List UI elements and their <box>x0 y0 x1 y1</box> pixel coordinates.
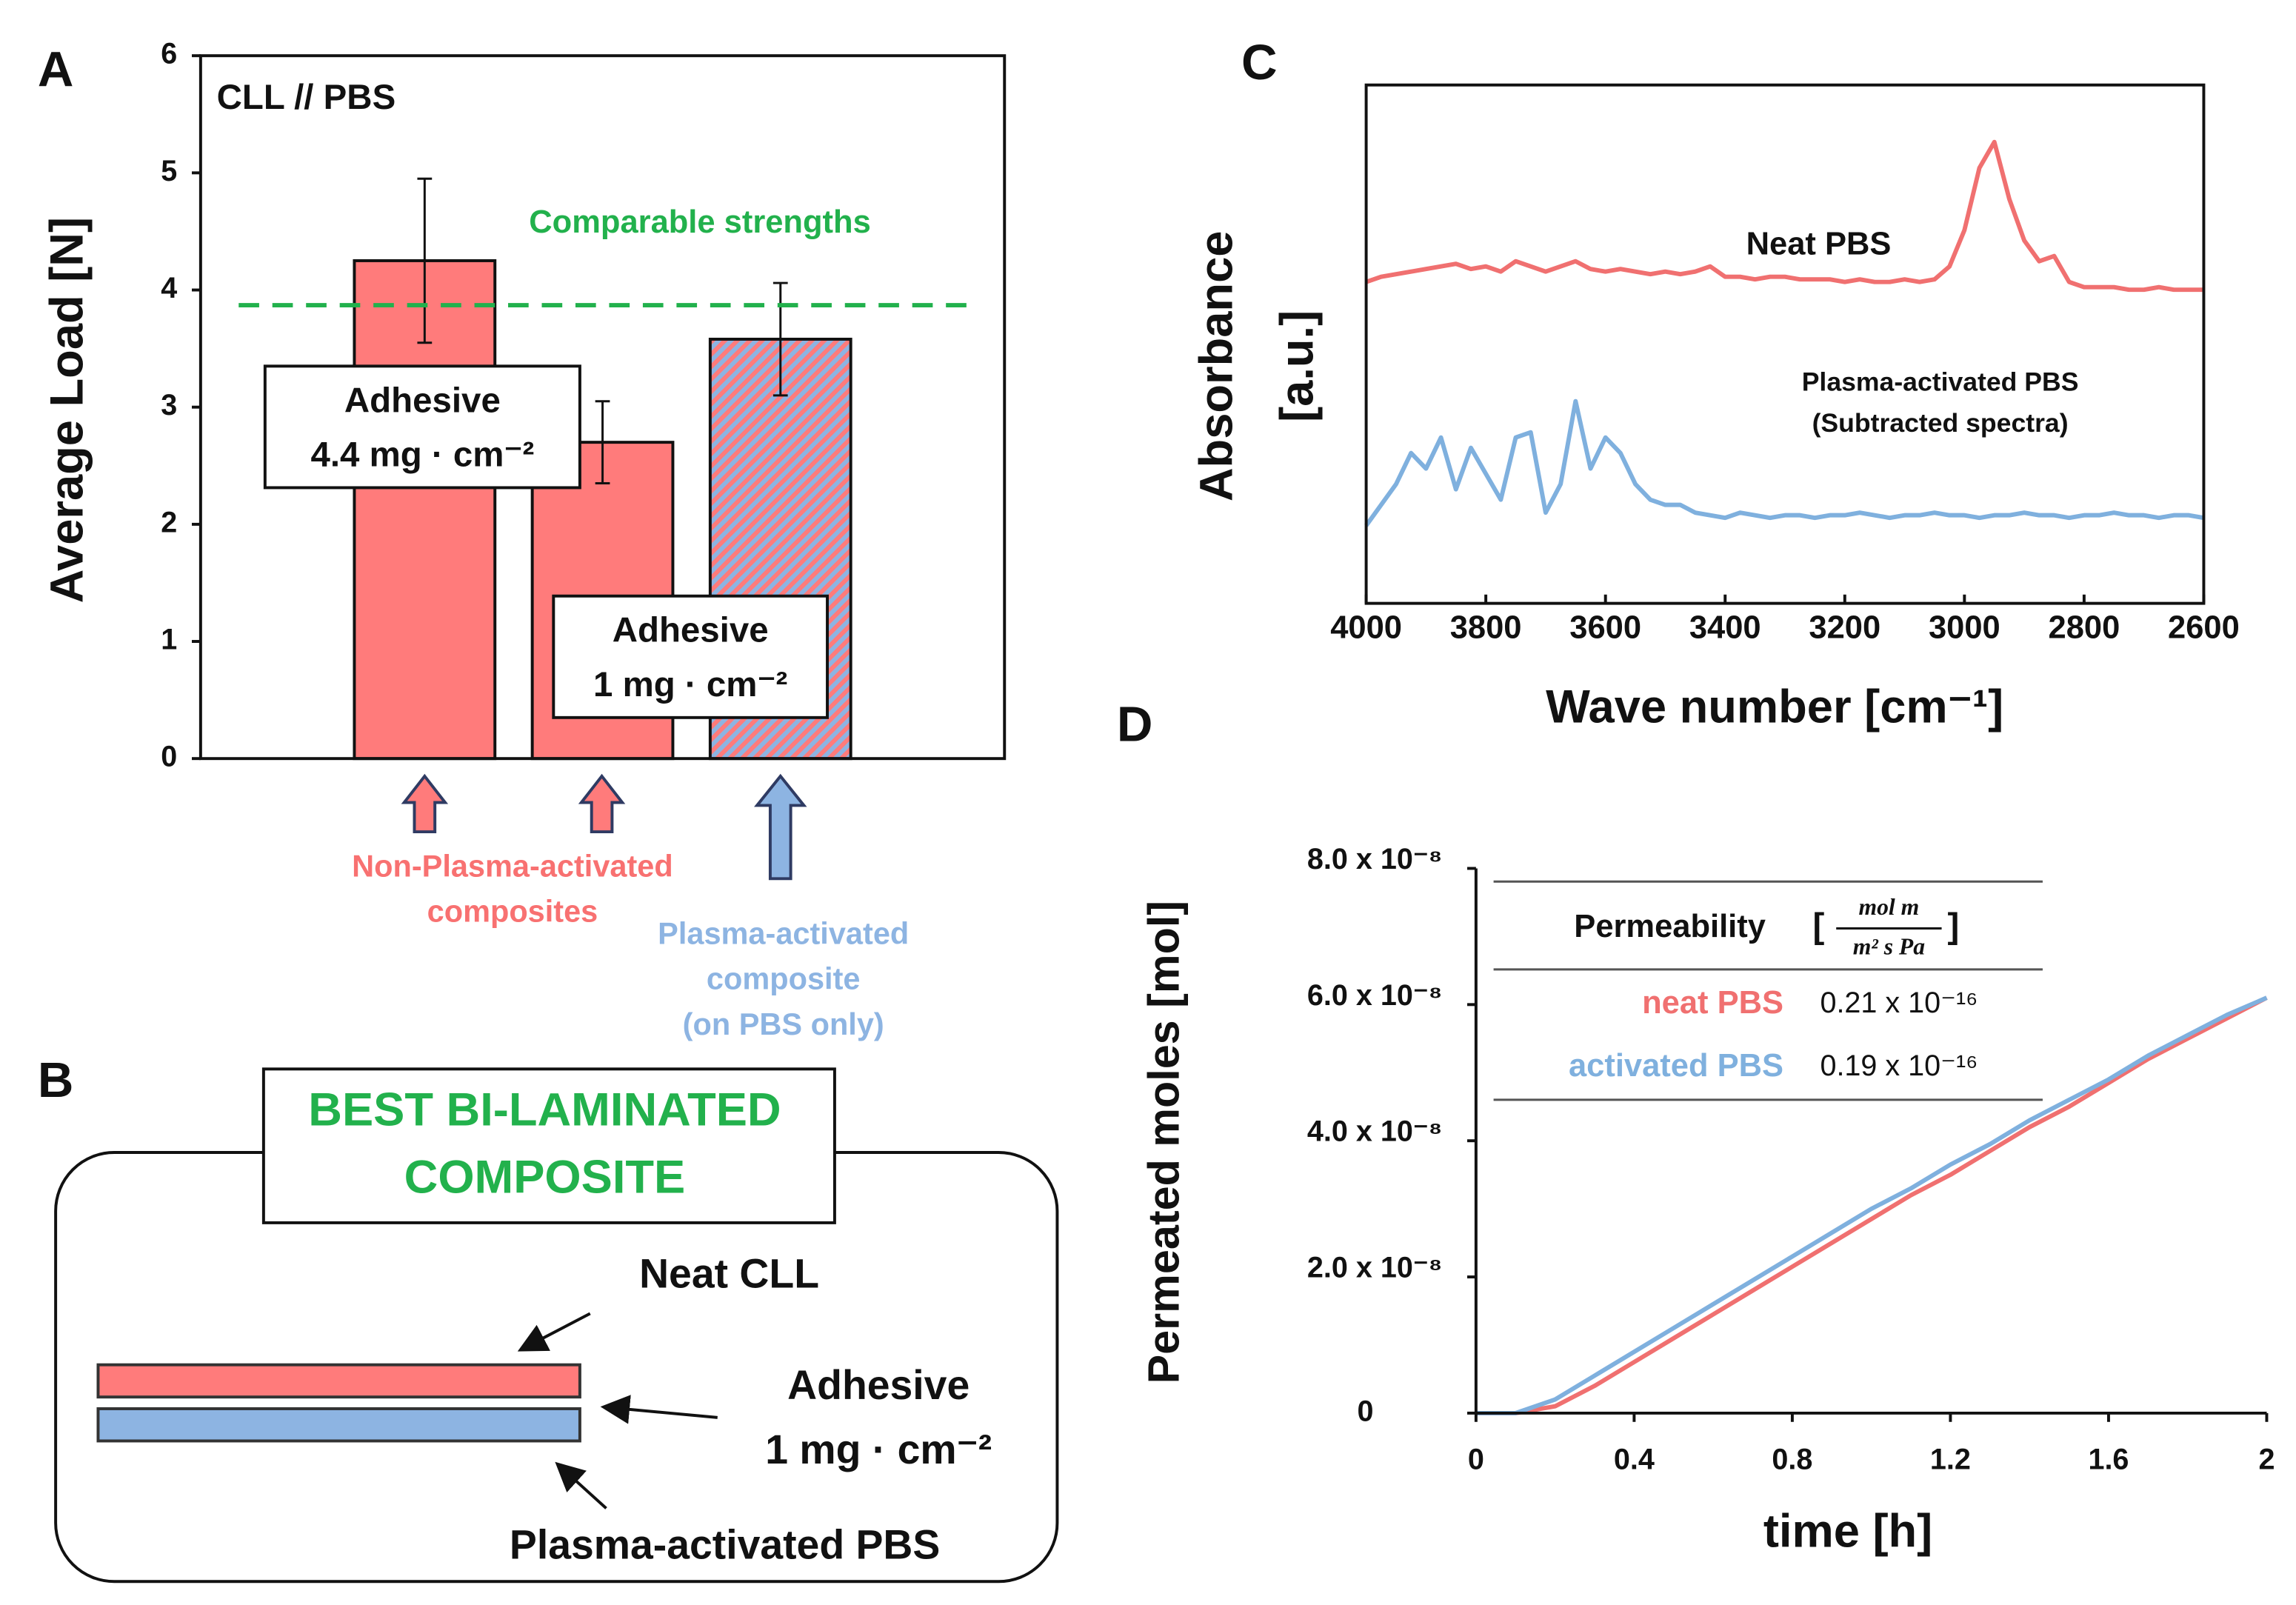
arrow-caption: Non-Plasma-activated <box>352 848 673 883</box>
arrow <box>754 773 807 881</box>
annotation: CLL // PBS <box>217 78 396 117</box>
y-axis-label: Absorbance <box>1191 231 1243 502</box>
label-box <box>263 364 581 490</box>
table-value: 0.19 x 10⁻¹⁶ <box>1820 1050 1978 1082</box>
arrow <box>578 773 626 834</box>
arrow-caption: (on PBS only) <box>683 1007 884 1041</box>
y-tick-label: 0 <box>1357 1395 1373 1427</box>
pointer <box>517 1312 591 1352</box>
y-tick-label: 5 <box>161 155 177 187</box>
series-line <box>1364 398 2204 527</box>
y-tick-label: 4.0 x 10⁻⁸ <box>1307 1115 1442 1148</box>
series-line <box>1365 139 2204 293</box>
panel-label: C <box>1241 35 1278 90</box>
diagram-title: BEST BI-LAMINATED <box>308 1084 781 1135</box>
y-axis-label: Average Load [N] <box>41 217 93 603</box>
table-header: Permeability <box>1574 909 1766 944</box>
layer-label: 1 mg · cm⁻² <box>765 1427 992 1472</box>
x-tick-label: 2 <box>2258 1444 2275 1476</box>
series-line <box>1475 995 2268 1415</box>
y-axis-label: Permeated moles [mol] <box>1138 901 1188 1384</box>
x-tick-label: 0 <box>1468 1444 1484 1476</box>
table-row-label: neat PBS <box>1642 985 1783 1021</box>
cll-layer <box>96 1363 581 1399</box>
y-tick-label: 6 <box>161 38 177 70</box>
panel-label: A <box>38 42 74 98</box>
series-label: Neat PBS <box>1746 227 1892 262</box>
x-tick-label: 3200 <box>1809 610 1880 646</box>
x-tick-label: 2800 <box>2049 610 2120 646</box>
unit-denominator: m² s Pa <box>1853 933 1926 959</box>
plot-frame <box>198 54 1007 761</box>
x-tick-label: 4000 <box>1330 610 1402 646</box>
y-tick-label: 2.0 x 10⁻⁸ <box>1307 1252 1442 1284</box>
unit-numerator: mol m <box>1859 894 1920 920</box>
bar-label: Adhesive <box>613 611 769 650</box>
bar-label: Adhesive <box>344 381 501 420</box>
layer-label: Adhesive <box>787 1362 970 1408</box>
series-label: Plasma-activated PBS <box>1802 367 2079 396</box>
table-row-label: activated PBS <box>1569 1048 1783 1084</box>
y-tick-label: 6.0 x 10⁻⁸ <box>1307 979 1442 1012</box>
panel-label: D <box>1117 696 1153 752</box>
layer-label: Plasma-activated PBS <box>510 1521 940 1567</box>
y-tick-label: 2 <box>161 506 177 538</box>
bar-label: 4.4 mg · cm⁻² <box>310 435 534 474</box>
x-tick-label: 2600 <box>2168 610 2240 646</box>
label-box <box>552 594 830 719</box>
x-tick-label: 3400 <box>1689 610 1761 646</box>
y-tick-label: 4 <box>161 272 177 304</box>
table-value: 0.21 x 10⁻¹⁶ <box>1820 987 1978 1019</box>
layer-label: Neat CLL <box>639 1251 819 1297</box>
y-tick-label: 3 <box>161 389 177 421</box>
series-line <box>1475 995 2268 1415</box>
x-tick-label: 3000 <box>1929 610 2000 646</box>
y-tick-label: 1 <box>161 623 177 655</box>
panel-label: B <box>38 1052 74 1108</box>
x-tick-label: 3800 <box>1450 610 1522 646</box>
arrow <box>401 773 449 834</box>
bracket: [ <box>1813 907 1825 946</box>
bracket: ] <box>1947 907 1959 946</box>
x-tick-label: 0.8 <box>1772 1444 1812 1476</box>
pointer <box>600 1395 718 1424</box>
pbs-layer <box>96 1407 581 1443</box>
x-axis-label: Wave number [cm⁻¹] <box>1546 681 2003 733</box>
pointer <box>555 1461 607 1509</box>
reference-label: Comparable strengths <box>529 204 871 240</box>
plot-frame <box>1364 83 2206 605</box>
diagram-title: COMPOSITE <box>404 1151 686 1203</box>
y-tick-label: 0 <box>161 741 177 773</box>
x-axis-label: time [h] <box>1763 1506 1932 1558</box>
arrow-caption: composites <box>427 894 598 929</box>
y-tick-label: 8.0 x 10⁻⁸ <box>1307 843 1442 875</box>
x-tick-label: 1.6 <box>2088 1444 2129 1476</box>
series-note: (Subtracted spectra) <box>1812 408 2069 438</box>
y-axis-label: [a.u.] <box>1271 310 1323 422</box>
x-tick-label: 1.2 <box>1930 1444 1971 1476</box>
x-tick-label: 0.4 <box>1614 1444 1655 1476</box>
x-tick-label: 3600 <box>1569 610 1641 646</box>
arrow-caption: Plasma-activated <box>658 915 909 950</box>
arrow-caption: composite <box>707 961 861 996</box>
title-box <box>261 1067 836 1224</box>
bar-label: 1 mg · cm⁻² <box>593 665 787 704</box>
